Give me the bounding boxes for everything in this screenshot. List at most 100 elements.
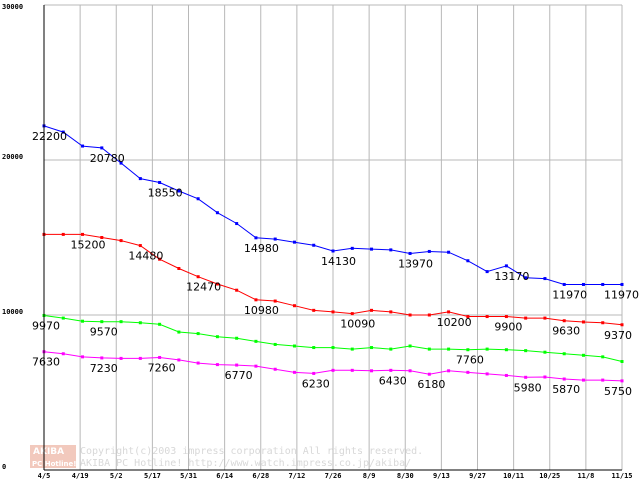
- series-magenta-point: [119, 356, 123, 360]
- data-label: 9630: [552, 325, 580, 338]
- series-blue-point: [485, 270, 489, 274]
- data-label: 5980: [514, 381, 542, 394]
- series-blue-point: [466, 259, 470, 263]
- series-blue-point: [447, 250, 451, 254]
- x-tick-label: 11/15: [611, 472, 632, 480]
- series-red-point: [254, 298, 258, 302]
- x-tick-label: 5/2: [110, 472, 123, 480]
- series-magenta-point: [543, 375, 547, 379]
- series-green-point: [562, 352, 566, 356]
- series-magenta-point: [350, 368, 354, 372]
- series-green-point: [581, 353, 585, 357]
- series-magenta-point: [485, 372, 489, 376]
- series-red-point: [312, 308, 316, 312]
- series-magenta-point: [466, 370, 470, 374]
- data-label: 14480: [128, 250, 163, 263]
- series-blue-point: [100, 146, 104, 150]
- series-green-point: [254, 339, 258, 343]
- series-blue-point: [562, 282, 566, 286]
- series-blue-point: [312, 243, 316, 247]
- data-label-layer: 22200 20780 18550 14980 14130 13970 13170 11970…: [32, 130, 639, 398]
- series-blue-point: [504, 264, 508, 268]
- copyright-line-2: AKIBA PC Hotline! http://www.watch.impre…: [80, 458, 411, 469]
- series-magenta-point: [524, 375, 528, 379]
- data-label: 6180: [417, 378, 445, 391]
- data-label: 12470: [186, 281, 221, 294]
- series-magenta-point: [620, 379, 624, 383]
- y-tick-label: 0: [2, 463, 6, 471]
- series-magenta-point: [331, 368, 335, 372]
- data-label: 10200: [437, 316, 472, 329]
- x-tick-label: 9/13: [433, 472, 450, 480]
- data-label: 5750: [604, 385, 632, 398]
- series-magenta-point: [504, 373, 508, 377]
- copyright-line-1: Copyright(c)2003 impress corporation All…: [80, 446, 423, 457]
- akiba-logo-box-bottom: [30, 457, 76, 468]
- series-red-point: [100, 236, 104, 239]
- series-magenta-point: [81, 355, 85, 359]
- series-green-point: [408, 344, 412, 348]
- series-red-point: [331, 310, 335, 314]
- data-label: 5870: [552, 383, 580, 396]
- series-green-point: [524, 349, 528, 353]
- series-blue-point: [601, 282, 605, 286]
- series-green-point: [119, 320, 123, 324]
- series-green-point: [273, 342, 277, 346]
- x-tick-label: 4/5: [38, 472, 51, 480]
- series-magenta-point: [138, 356, 142, 360]
- series-blue-point: [177, 189, 181, 193]
- x-tick-label: 4/19: [72, 472, 89, 480]
- series-red-point: [447, 310, 451, 314]
- series-red-point: [292, 304, 296, 308]
- series-blue-point: [620, 282, 624, 286]
- data-label: 11970: [552, 288, 587, 301]
- series-magenta-point: [215, 363, 219, 367]
- series-magenta-point: [292, 370, 296, 374]
- series-blue-point: [196, 197, 200, 201]
- series-green-point: [620, 360, 624, 363]
- series-blue-point: [543, 277, 547, 281]
- data-label: 13170: [494, 270, 529, 283]
- data-label: 7230: [90, 362, 118, 375]
- series-magenta-point: [581, 378, 585, 382]
- series-red-point: [485, 315, 489, 319]
- series-blue-point: [254, 236, 258, 240]
- series-green-point: [389, 347, 393, 351]
- data-label: 11970: [604, 288, 639, 301]
- series-magenta-point: [601, 378, 605, 382]
- y-tick-label: 20000: [2, 153, 23, 161]
- series-magenta-point: [61, 352, 65, 356]
- series-magenta-point: [562, 377, 566, 381]
- x-tick-label: 6/28: [252, 472, 269, 480]
- series-green-point: [177, 330, 181, 334]
- series-red-point: [273, 299, 277, 303]
- series-magenta-point: [389, 368, 393, 372]
- series-green-point: [370, 346, 374, 350]
- series-green-point: [100, 320, 104, 324]
- series-magenta-point: [177, 358, 181, 362]
- series-red-point: [350, 312, 354, 316]
- data-label: 7760: [456, 354, 484, 367]
- series-blue-point: [292, 240, 296, 244]
- x-tick-label: 8/9: [363, 472, 376, 480]
- data-label: 15200: [71, 238, 106, 251]
- series-magenta-point: [196, 361, 200, 365]
- axis-layer: 0 10000 20000 30000 4/5 4/19 5/2 5/17 5/31 6/14 6/…: [2, 3, 633, 480]
- data-label: 9370: [604, 329, 632, 342]
- series-green-point: [601, 355, 605, 359]
- series-blue-point: [158, 180, 162, 184]
- series-blue-point: [235, 222, 239, 226]
- series-red-point: [427, 313, 431, 317]
- series-red-point: [119, 239, 123, 243]
- series-red-point: [61, 232, 65, 236]
- data-label: 10090: [340, 318, 375, 331]
- series-magenta-point: [235, 363, 239, 367]
- data-label: 13970: [398, 257, 433, 270]
- series-blue-point: [81, 144, 85, 148]
- data-label: 20780: [90, 152, 125, 165]
- data-label: 6430: [379, 374, 407, 387]
- series-red-point: [601, 321, 605, 325]
- akiba-logo-box-top: [30, 445, 76, 457]
